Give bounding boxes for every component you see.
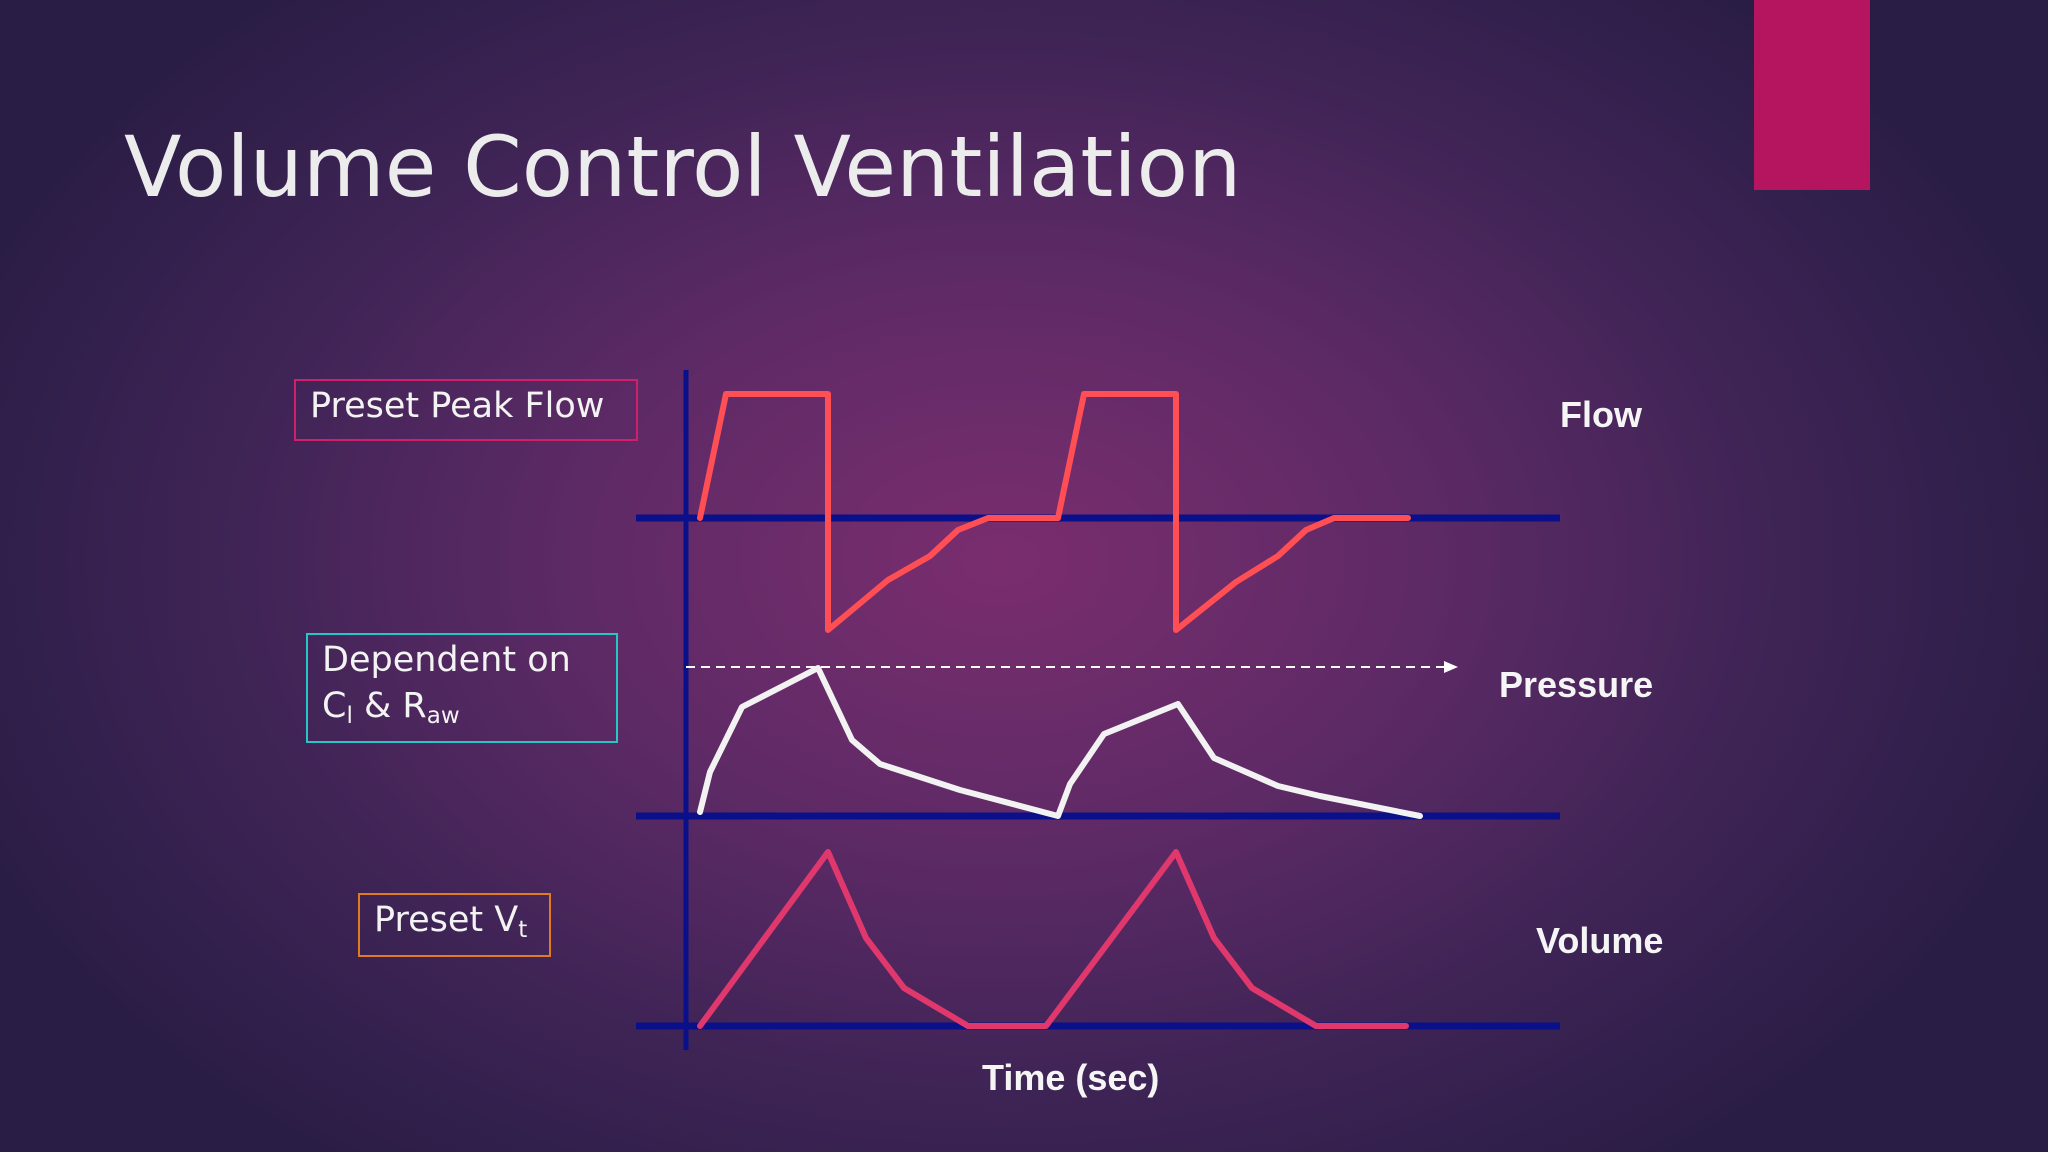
- dashed-arrowhead: [1444, 661, 1458, 673]
- preset-peak-flow-text: Preset Peak Flow: [310, 386, 605, 426]
- pressure-trace: [697, 665, 1423, 819]
- and-resistance-symbol: & R: [352, 686, 427, 726]
- preset-tidal-volume-note: Preset Vt: [358, 893, 551, 957]
- accent-bar: [1754, 0, 1870, 190]
- preset-peak-flow-note: Preset Peak Flow: [294, 379, 638, 441]
- compliance-subscript: l: [346, 703, 353, 729]
- dependent-on-text: Dependent on: [322, 640, 571, 680]
- resistance-subscript: aw: [426, 703, 460, 729]
- slide-title: Volume Control Ventilation: [124, 118, 1242, 216]
- volume-label: Volume: [1536, 920, 1664, 961]
- dependent-on-compliance-resistance-note: Dependent on Cl & Raw: [306, 633, 618, 743]
- flow-trace: [697, 391, 1411, 633]
- flow-label: Flow: [1560, 394, 1642, 435]
- preset-vt-subscript: t: [518, 917, 528, 943]
- compliance-resistance-text: Cl & Raw: [322, 683, 602, 739]
- compliance-symbol: C: [322, 686, 347, 726]
- time-axis-label: Time (sec): [982, 1057, 1160, 1098]
- pressure-label: Pressure: [1499, 664, 1654, 705]
- preset-vt-text: Preset V: [374, 900, 519, 940]
- volume-trace: [697, 849, 1409, 1029]
